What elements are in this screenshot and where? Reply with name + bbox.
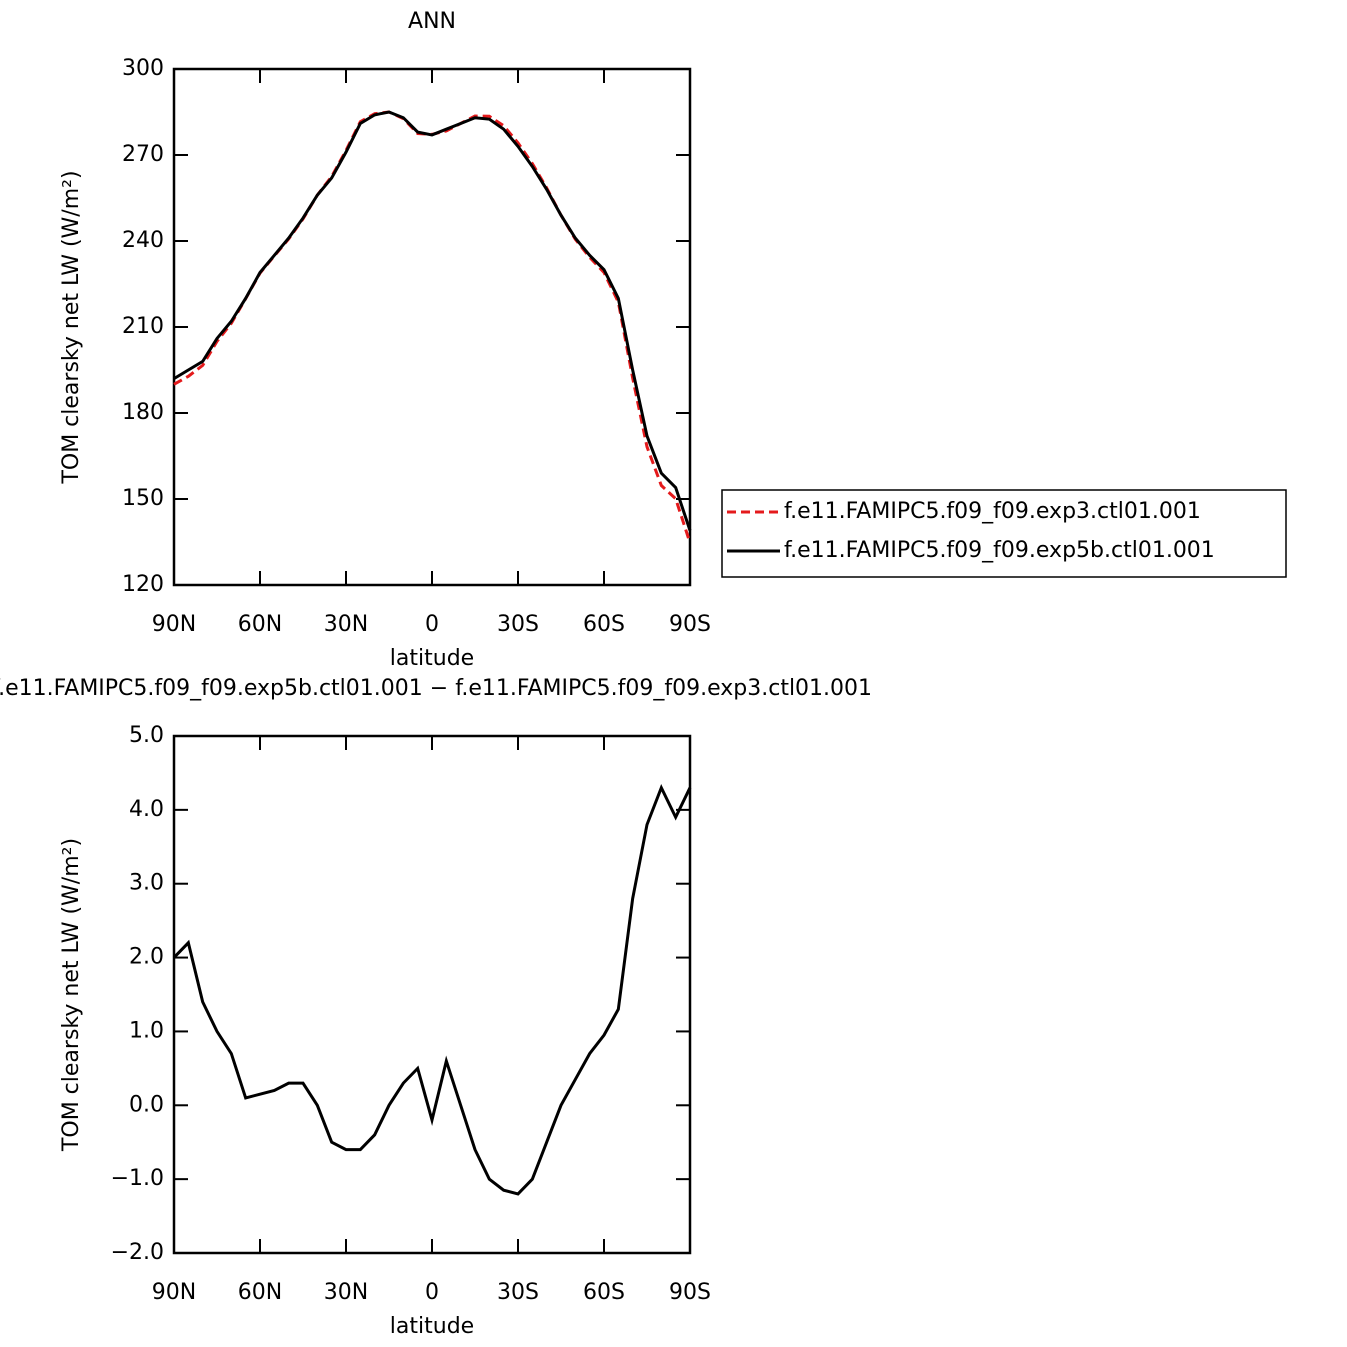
y-tick-label: 3.0 bbox=[129, 871, 164, 896]
data-line bbox=[173, 110, 692, 544]
x-tick-label: 30N bbox=[324, 612, 368, 637]
legend-label: f.e11.FAMIPC5.f09_f09.exp3.ctl01.001 bbox=[784, 499, 1201, 524]
plot-frame bbox=[172, 734, 692, 1255]
legend-label: f.e11.FAMIPC5.f09_f09.exp5b.ctl01.001 bbox=[784, 538, 1215, 563]
y-tick-label: 150 bbox=[122, 486, 164, 511]
x-tick-label: 60N bbox=[238, 612, 282, 637]
data-line bbox=[172, 783, 692, 1196]
y-tick-label: 120 bbox=[122, 572, 164, 597]
y-tick-label: 210 bbox=[122, 314, 164, 339]
x-tick-label: 90S bbox=[669, 1280, 711, 1305]
y-tick-label: 240 bbox=[122, 228, 164, 253]
x-tick-label: 0 bbox=[425, 612, 439, 637]
y-tick-label: 1.0 bbox=[129, 1018, 164, 1043]
x-axis-label: latitude bbox=[390, 1314, 474, 1339]
y-tick-label: −2.0 bbox=[111, 1240, 164, 1265]
y-tick-label: −1.0 bbox=[111, 1166, 164, 1191]
y-tick-label: 5.0 bbox=[129, 723, 164, 748]
y-axis-label: TOM clearsky net LW (W/m²) bbox=[59, 838, 84, 1152]
x-axis-label: latitude bbox=[390, 646, 474, 671]
x-tick-label: 60S bbox=[583, 1280, 625, 1305]
chart-title: ANN bbox=[408, 9, 456, 34]
legend-box bbox=[721, 489, 1287, 578]
y-tick-label: 4.0 bbox=[129, 797, 164, 822]
plot-frame bbox=[172, 67, 692, 587]
y-tick-label: 2.0 bbox=[129, 945, 164, 970]
y-tick-label: 270 bbox=[122, 142, 164, 167]
y-axis-label: TOM clearsky net LW (W/m²) bbox=[59, 170, 84, 484]
x-tick-label: 0 bbox=[425, 1280, 439, 1305]
y-tick-label: 0.0 bbox=[129, 1092, 164, 1117]
x-tick-label: 30S bbox=[497, 612, 539, 637]
chart-title: f.e11.FAMIPC5.f09_f09.exp5b.ctl01.001 − … bbox=[0, 676, 872, 701]
x-tick-label: 90S bbox=[669, 612, 711, 637]
x-tick-label: 60N bbox=[238, 1280, 282, 1305]
x-tick-label: 30S bbox=[497, 1280, 539, 1305]
data-line bbox=[173, 110, 692, 532]
y-tick-label: 180 bbox=[122, 400, 164, 425]
x-tick-label: 60S bbox=[583, 612, 625, 637]
y-tick-label: 300 bbox=[122, 56, 164, 81]
x-tick-label: 90N bbox=[152, 1280, 196, 1305]
x-tick-label: 90N bbox=[152, 612, 196, 637]
x-tick-label: 30N bbox=[324, 1280, 368, 1305]
